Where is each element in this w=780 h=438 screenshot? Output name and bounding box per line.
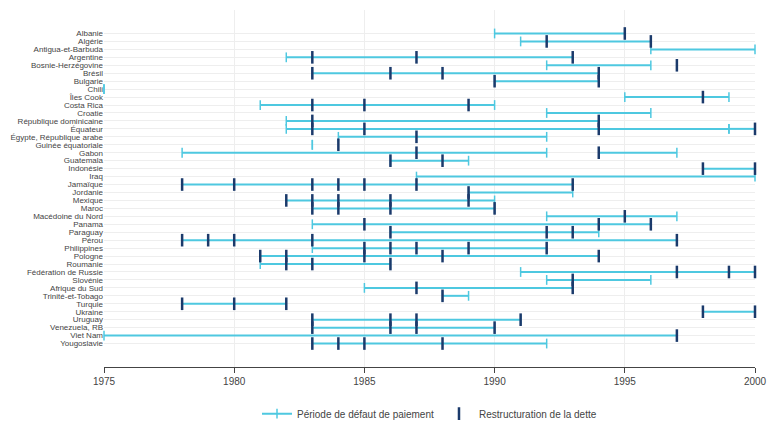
- svg-text:Gabon: Gabon: [79, 149, 103, 158]
- svg-text:Pérou: Pérou: [82, 236, 103, 245]
- svg-text:Uruguay: Uruguay: [73, 315, 103, 324]
- svg-text:Égypte, République arabe: Égypte, République arabe: [10, 133, 103, 142]
- svg-text:Jamaïque: Jamaïque: [68, 180, 104, 189]
- svg-text:Guatemala: Guatemala: [64, 156, 104, 165]
- svg-text:1995: 1995: [614, 376, 637, 387]
- svg-text:Iraq: Iraq: [89, 172, 103, 181]
- svg-text:Bosnie-Herzégovine: Bosnie-Herzégovine: [31, 61, 104, 70]
- svg-text:Paraguay: Paraguay: [69, 228, 103, 237]
- svg-text:1985: 1985: [353, 376, 376, 387]
- svg-text:Macédoine du Nord: Macédoine du Nord: [33, 212, 103, 221]
- svg-text:2000: 2000: [744, 376, 767, 387]
- svg-text:Guinée équatoriale: Guinée équatoriale: [35, 141, 103, 150]
- svg-text:Indonésie: Indonésie: [68, 164, 103, 173]
- svg-text:Antigua-et-Barbuda: Antigua-et-Barbuda: [34, 45, 104, 54]
- svg-text:Trinité-et-Tobago: Trinité-et-Tobago: [43, 292, 104, 301]
- svg-text:Chili: Chili: [87, 85, 103, 94]
- svg-text:Croatie: Croatie: [77, 109, 103, 118]
- svg-text:Îles Cook: Îles Cook: [69, 93, 104, 102]
- svg-text:République dominicaine: République dominicaine: [18, 117, 104, 126]
- svg-text:1990: 1990: [483, 376, 506, 387]
- svg-text:1980: 1980: [223, 376, 246, 387]
- svg-text:Slovénie: Slovénie: [72, 276, 103, 285]
- svg-text:Fédération de Russie: Fédération de Russie: [27, 268, 104, 277]
- svg-text:Brésil: Brésil: [83, 69, 103, 78]
- svg-text:Algérie: Algérie: [78, 37, 103, 46]
- svg-text:Panama: Panama: [73, 220, 103, 229]
- svg-text:Yougoslavie: Yougoslavie: [60, 339, 103, 348]
- svg-text:Argentine: Argentine: [69, 53, 104, 62]
- svg-text:Bulgarie: Bulgarie: [74, 77, 104, 86]
- svg-text:Maroc: Maroc: [81, 204, 103, 213]
- svg-text:Albanie: Albanie: [76, 29, 103, 38]
- svg-text:Philippines: Philippines: [64, 244, 103, 253]
- svg-text:Restructuration de la dette: Restructuration de la dette: [479, 409, 597, 420]
- svg-text:Ukraine: Ukraine: [75, 308, 103, 317]
- svg-text:Roumanie: Roumanie: [67, 260, 104, 269]
- svg-text:Pologne: Pologne: [74, 252, 104, 261]
- svg-text:Jordanie: Jordanie: [72, 188, 103, 197]
- svg-text:Afrique du Sud: Afrique du Sud: [50, 284, 103, 293]
- svg-text:Venezuela, RB: Venezuela, RB: [50, 323, 103, 332]
- svg-text:Période de défaut de paiement: Période de défaut de paiement: [297, 409, 434, 420]
- svg-text:Viet Nam: Viet Nam: [70, 331, 103, 340]
- svg-text:Turquie: Turquie: [76, 300, 103, 309]
- svg-text:Costa Rica: Costa Rica: [64, 101, 104, 110]
- svg-text:Équateur: Équateur: [71, 125, 104, 134]
- svg-text:Mexique: Mexique: [73, 196, 104, 205]
- svg-text:1975: 1975: [93, 376, 116, 387]
